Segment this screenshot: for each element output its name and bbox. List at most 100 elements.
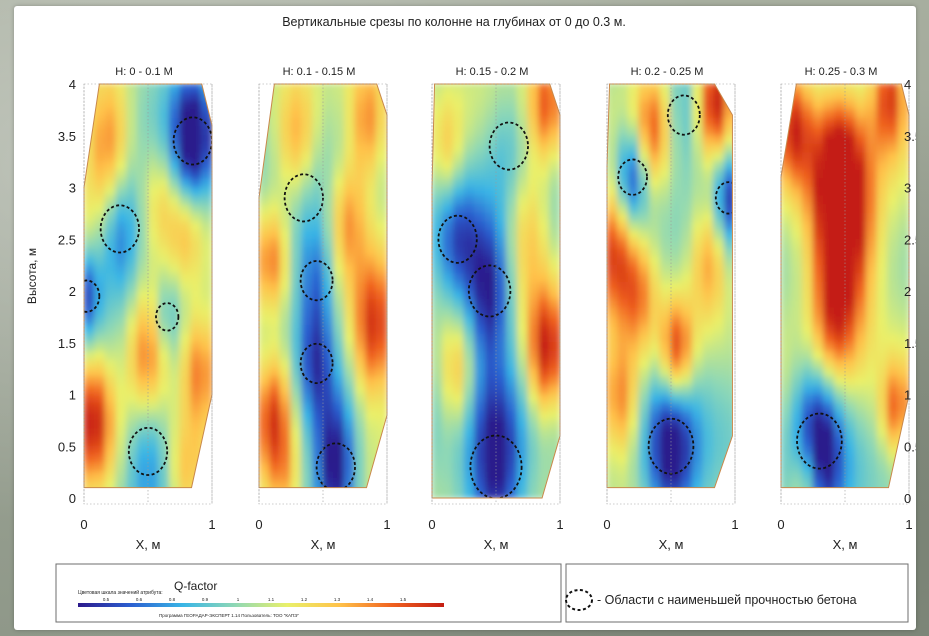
heatmap-cell	[168, 445, 181, 456]
heatmap-cell	[659, 385, 672, 396]
heatmap-cell	[876, 178, 889, 189]
heatmap-cell	[94, 161, 107, 171]
heatmap-cell	[375, 195, 387, 206]
heatmap-cell	[136, 187, 149, 197]
heatmap-cell	[823, 221, 836, 232]
heatmap-cell	[723, 471, 733, 482]
heatmap-cell	[290, 187, 303, 197]
heatmap-cell	[538, 187, 551, 197]
heatmap-cell	[607, 264, 619, 275]
heatmap-cell	[333, 109, 346, 120]
heatmap-cell	[190, 152, 203, 163]
heatmap-cell	[474, 342, 487, 353]
heatmap-cell	[713, 135, 726, 146]
heatmap-cell	[333, 281, 346, 292]
heatmap-cell	[259, 445, 271, 456]
heatmap-cell	[126, 394, 139, 404]
heatmap-cell	[84, 204, 96, 215]
heatmap-cell	[259, 247, 271, 258]
heatmap-cell	[691, 256, 704, 266]
heatmap-cell	[452, 135, 465, 146]
heatmap-cell	[638, 118, 651, 128]
heatmap-cell	[147, 264, 160, 275]
heatmap-cell	[136, 204, 149, 215]
heatmap-cell	[627, 394, 640, 404]
heatmap-cell	[681, 238, 694, 249]
heatmap-cell	[463, 100, 476, 111]
heatmap-cell	[484, 437, 497, 447]
heatmap-cell	[168, 359, 181, 370]
heatmap-cell	[844, 204, 857, 215]
heatmap-cell	[190, 376, 203, 387]
heatmap-cell	[104, 118, 117, 128]
heatmap-cell	[290, 419, 303, 430]
heatmap-cell	[681, 402, 694, 413]
heatmap-cell	[691, 290, 704, 301]
heatmap-cell	[84, 428, 96, 439]
heatmap-cell	[375, 342, 387, 353]
heatmap-cell	[548, 100, 560, 111]
heatmap-cell	[855, 402, 868, 413]
heatmap-cell	[897, 419, 909, 430]
heatmap-cell	[876, 445, 889, 456]
heatmap-cell	[691, 445, 704, 456]
heatmap-cell	[833, 178, 846, 189]
heatmap-cell	[200, 290, 212, 301]
heatmap-cell	[617, 238, 630, 249]
heatmap-cell	[484, 488, 497, 498]
heatmap-cell	[442, 480, 455, 491]
heatmap-cell	[887, 281, 900, 292]
heatmap-cell	[691, 428, 704, 439]
heatmap-cell	[126, 118, 139, 128]
heatmap-cell	[147, 359, 160, 370]
heatmap-cell	[311, 333, 324, 344]
heatmap-cell	[452, 428, 465, 439]
heatmap-cell	[333, 152, 346, 163]
heatmap-cell	[791, 152, 804, 163]
heatmap-cell	[670, 230, 683, 240]
heatmap-cell	[823, 126, 836, 137]
heatmap-cell	[649, 376, 662, 387]
heatmap-cell	[200, 92, 212, 102]
heatmap-cell	[627, 204, 640, 215]
heatmap-cell	[147, 92, 160, 102]
heatmap-cell	[474, 109, 487, 120]
heatmap-cell	[104, 169, 117, 180]
heatmap-cell	[190, 471, 203, 482]
heatmap-cell	[812, 359, 825, 370]
heatmap-cell	[607, 230, 619, 240]
heatmap-cell	[538, 411, 551, 422]
heatmap-cell	[84, 247, 96, 258]
heatmap-cell	[495, 187, 508, 197]
heatmap-cell	[158, 402, 171, 413]
heatmap-cell	[259, 316, 271, 327]
heatmap-cell	[343, 376, 356, 387]
heatmap-cell	[516, 299, 529, 309]
heatmap-cell	[94, 247, 107, 258]
heatmap-cell	[723, 126, 733, 137]
heatmap-cell	[781, 264, 793, 275]
heatmap-cell	[607, 419, 619, 430]
heatmap-cell	[844, 471, 857, 482]
heatmap-cell	[365, 152, 378, 163]
heatmap-cell	[200, 273, 212, 284]
low-strength-contour	[469, 434, 523, 498]
heatmap-cell	[147, 178, 160, 189]
heatmap-cell	[126, 350, 139, 361]
heatmap-cell	[812, 394, 825, 404]
heatmap-cell	[322, 204, 335, 215]
heatmap-cell	[290, 195, 303, 206]
low-strength-contour	[172, 116, 212, 166]
heatmap-cell	[452, 480, 465, 491]
heatmap-cell	[723, 290, 733, 301]
heatmap-cell	[311, 385, 324, 396]
heatmap-cell	[670, 411, 683, 422]
heatmap-cell	[322, 402, 335, 413]
heatmap-cell	[158, 221, 171, 232]
heatmap-cell	[354, 256, 367, 266]
heatmap-cell	[812, 376, 825, 387]
heatmap-cell	[833, 437, 846, 447]
heatmap-cell	[801, 437, 814, 447]
heatmap-cell	[311, 471, 324, 482]
heatmap-cell	[432, 325, 444, 335]
